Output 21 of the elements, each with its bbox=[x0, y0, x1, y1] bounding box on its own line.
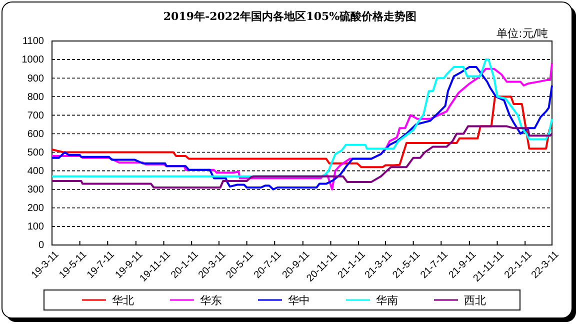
y-tick-label: 700 bbox=[27, 110, 44, 122]
legend-label: 华北 bbox=[112, 294, 134, 307]
y-tick-label: 300 bbox=[27, 184, 44, 196]
y-tick-label: 1100 bbox=[22, 36, 44, 48]
y-tick-label: 400 bbox=[27, 166, 44, 178]
y-tick-label: 1000 bbox=[22, 54, 44, 66]
y-tick-label: 200 bbox=[27, 203, 44, 214]
legend-label: 华中 bbox=[288, 294, 310, 307]
line-series bbox=[51, 125, 553, 189]
y-tick-label: 0 bbox=[38, 240, 44, 252]
y-tick-label: 800 bbox=[27, 92, 44, 103]
chart-title: 2019年-2022年国内各地区105%硫酸价格走势图 bbox=[163, 10, 417, 23]
y-tick-label: 100 bbox=[27, 222, 44, 233]
line-series bbox=[51, 96, 553, 168]
y-tick-label: 900 bbox=[27, 73, 44, 84]
text: 单位:元/吨 bbox=[496, 27, 548, 40]
y-tick-label: 500 bbox=[27, 147, 44, 158]
legend-label: 华南 bbox=[376, 294, 398, 307]
y-tick-label: 600 bbox=[27, 128, 44, 140]
legend-label: 华东 bbox=[200, 294, 222, 307]
legend-label: 西北 bbox=[464, 294, 486, 307]
